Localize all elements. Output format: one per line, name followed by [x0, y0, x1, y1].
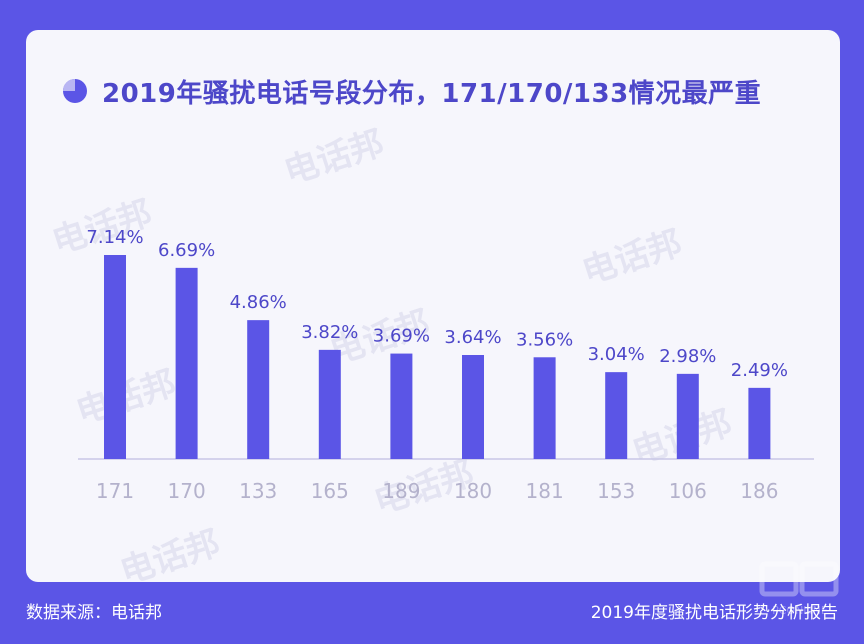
report-title-label: 2019年度骚扰电话形势分析报告 — [590, 603, 838, 623]
data-label-189: 3.69% — [373, 326, 430, 347]
x-tick-label-133: 133 — [239, 479, 277, 503]
x-tick-label-181: 181 — [526, 479, 564, 503]
data-label-180: 3.64% — [444, 327, 501, 348]
bar-181 — [533, 357, 556, 459]
data-label-171: 7.14% — [86, 227, 143, 248]
x-tick-label-180: 180 — [454, 479, 492, 503]
x-tick-label-165: 165 — [311, 479, 349, 503]
site-logo-icon: PCONLINE — [759, 561, 839, 617]
data-label-181: 3.56% — [516, 329, 573, 350]
data-label-133: 4.86% — [230, 292, 287, 313]
chart-card: 电话邦 电话邦 电话邦 电话邦 电话邦 电话邦 电话邦 电话邦 2019年骚扰电… — [26, 30, 840, 582]
bar-186 — [748, 387, 771, 459]
pie-chart-icon — [63, 79, 87, 103]
x-tick-label-153: 153 — [597, 479, 635, 503]
data-label-165: 3.82% — [301, 322, 358, 343]
bar-133 — [247, 320, 270, 459]
bar-170 — [175, 267, 198, 459]
bar-153 — [605, 372, 628, 459]
bar-180 — [462, 355, 484, 459]
data-label-170: 6.69% — [158, 240, 215, 261]
x-tick-label-106: 106 — [669, 479, 707, 503]
x-tick-label-189: 189 — [382, 479, 420, 503]
logo-text: PCONLINE — [772, 604, 828, 617]
data-label-186: 2.49% — [731, 360, 788, 381]
x-tick-label-171: 171 — [96, 479, 134, 503]
bar-106 — [676, 373, 699, 459]
x-tick-label-186: 186 — [740, 479, 778, 503]
chart-title-row: 2019年骚扰电话号段分布，171/170/133情况最严重 — [62, 74, 762, 109]
bar-189 — [390, 353, 413, 459]
x-tick-label-170: 170 — [168, 479, 206, 503]
bar-171 — [104, 255, 126, 459]
bar-165 — [318, 349, 341, 459]
data-label-106: 2.98% — [659, 346, 716, 367]
data-label-153: 3.04% — [588, 344, 645, 365]
bar-chart: 7.14% 171 6.69% 170 4.86% 133 3.82% 165 3.69% 189… — [78, 227, 814, 503]
data-source-label: 数据来源：电话邦 — [26, 603, 162, 623]
chart-title: 2019年骚扰电话号段分布，171/170/133情况最严重 — [102, 78, 762, 109]
